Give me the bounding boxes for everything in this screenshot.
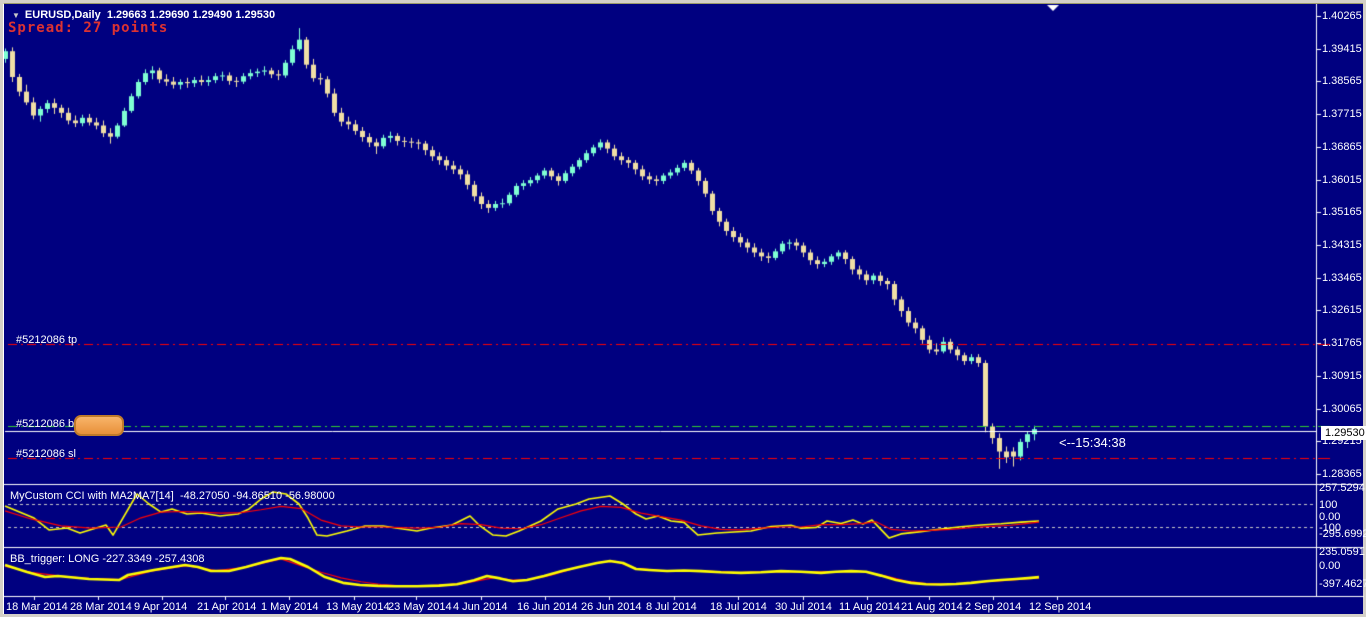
date-tick-label: 2 Sep 2014 bbox=[965, 601, 1022, 613]
price-tick-label: 1.37715 bbox=[1322, 108, 1362, 120]
spread-label: Spread: 27 points bbox=[8, 20, 169, 36]
date-tick-label: 9 Apr 2014 bbox=[134, 601, 188, 613]
date-tick-label: 18 Mar 2014 bbox=[6, 601, 68, 613]
price-tick-label: 1.32615 bbox=[1322, 304, 1362, 316]
price-tick-label: 1.31765 bbox=[1322, 337, 1362, 349]
buy-order-marker-button[interactable] bbox=[74, 415, 124, 436]
date-tick-label: 4 Jun 2014 bbox=[453, 601, 508, 613]
chart-title: ▼ EURUSD,Daily 1.29663 1.29690 1.29490 1.… bbox=[12, 9, 275, 21]
date-tick-label: 11 Aug 2014 bbox=[839, 601, 900, 613]
cci-values: -48.27050 -94.86510 -56.98000 bbox=[179, 490, 335, 502]
price-tick-label: 1.34315 bbox=[1322, 239, 1362, 251]
current-price-flag: 1.29530 bbox=[1321, 426, 1366, 440]
date-tick-label: 26 Jun 2014 bbox=[581, 601, 642, 613]
ohlc-readout: 1.29663 1.29690 1.29490 1.29530 bbox=[106, 9, 276, 21]
price-tick-label: 1.29215 bbox=[1322, 435, 1362, 447]
price-tick-label: 1.30915 bbox=[1322, 370, 1362, 382]
sl-line-label: #5212086 sl bbox=[16, 448, 76, 460]
price-tick-label: 1.30065 bbox=[1322, 403, 1362, 415]
date-tick-label: 21 Apr 2014 bbox=[197, 601, 257, 613]
chart-canvas[interactable] bbox=[4, 4, 1364, 615]
date-tick-label: 18 Jul 2014 bbox=[710, 601, 767, 613]
price-tick-label: 1.35165 bbox=[1322, 206, 1362, 218]
date-tick-label: 30 Jul 2014 bbox=[775, 601, 832, 613]
buy-line-label: #5212086 buy bbox=[16, 418, 86, 430]
price-tick-label: 1.36015 bbox=[1322, 174, 1362, 186]
bb-values: -227.3349 -257.4308 bbox=[102, 553, 205, 565]
date-tick-label: 23 May 2014 bbox=[388, 601, 452, 613]
price-tick-label: 1.40265 bbox=[1322, 10, 1362, 22]
bb-axis-label: -397.4627 bbox=[1319, 578, 1366, 590]
price-tick-label: 1.38565 bbox=[1322, 75, 1362, 87]
price-tick-label: 1.33465 bbox=[1322, 272, 1362, 284]
bb-axis-label: 0.00 bbox=[1319, 560, 1341, 572]
cci-axis-label: 100 bbox=[1319, 499, 1338, 511]
price-tick-label: 1.39415 bbox=[1322, 43, 1362, 55]
cci-panel-title: MyCustom CCI with MA2MA7[14] -48.27050 -… bbox=[10, 490, 335, 502]
price-tick-label: 1.36865 bbox=[1322, 141, 1362, 153]
bb-axis-label: 235.0591 bbox=[1319, 546, 1365, 558]
cci-axis-label: 0.00 bbox=[1319, 511, 1341, 523]
date-tick-label: 28 Mar 2014 bbox=[70, 601, 132, 613]
cci-axis-label: 257.5294 bbox=[1319, 482, 1365, 494]
time-callout-annotation: <--15:34:38 bbox=[1059, 435, 1126, 450]
symbol-timeframe-label: EURUSD,Daily 1.29663 1.29690 1.29490 1.2… bbox=[24, 9, 276, 21]
date-tick-label: 16 Jun 2014 bbox=[517, 601, 578, 613]
date-tick-label: 21 Aug 2014 bbox=[901, 601, 963, 613]
price-tick-label: 1.28365 bbox=[1322, 468, 1362, 480]
bb-panel-title: BB_trigger: LONG -227.3349 -257.4308 bbox=[10, 553, 205, 565]
chart-background: ▼ EURUSD,Daily 1.29663 1.29690 1.29490 1.… bbox=[3, 3, 1366, 615]
date-tick-label: 12 Sep 2014 bbox=[1029, 601, 1092, 613]
cci-axis-label: -100 bbox=[1319, 522, 1342, 534]
date-tick-label: 8 Jul 2014 bbox=[646, 601, 697, 613]
date-tick-label: 1 May 2014 bbox=[261, 601, 319, 613]
tp-line-label: #5212086 tp bbox=[16, 334, 78, 346]
chevron-down-icon[interactable]: ▼ bbox=[12, 11, 20, 20]
date-tick-label: 13 May 2014 bbox=[326, 601, 390, 613]
cci-axis-label: -295.6992 bbox=[1319, 528, 1366, 540]
